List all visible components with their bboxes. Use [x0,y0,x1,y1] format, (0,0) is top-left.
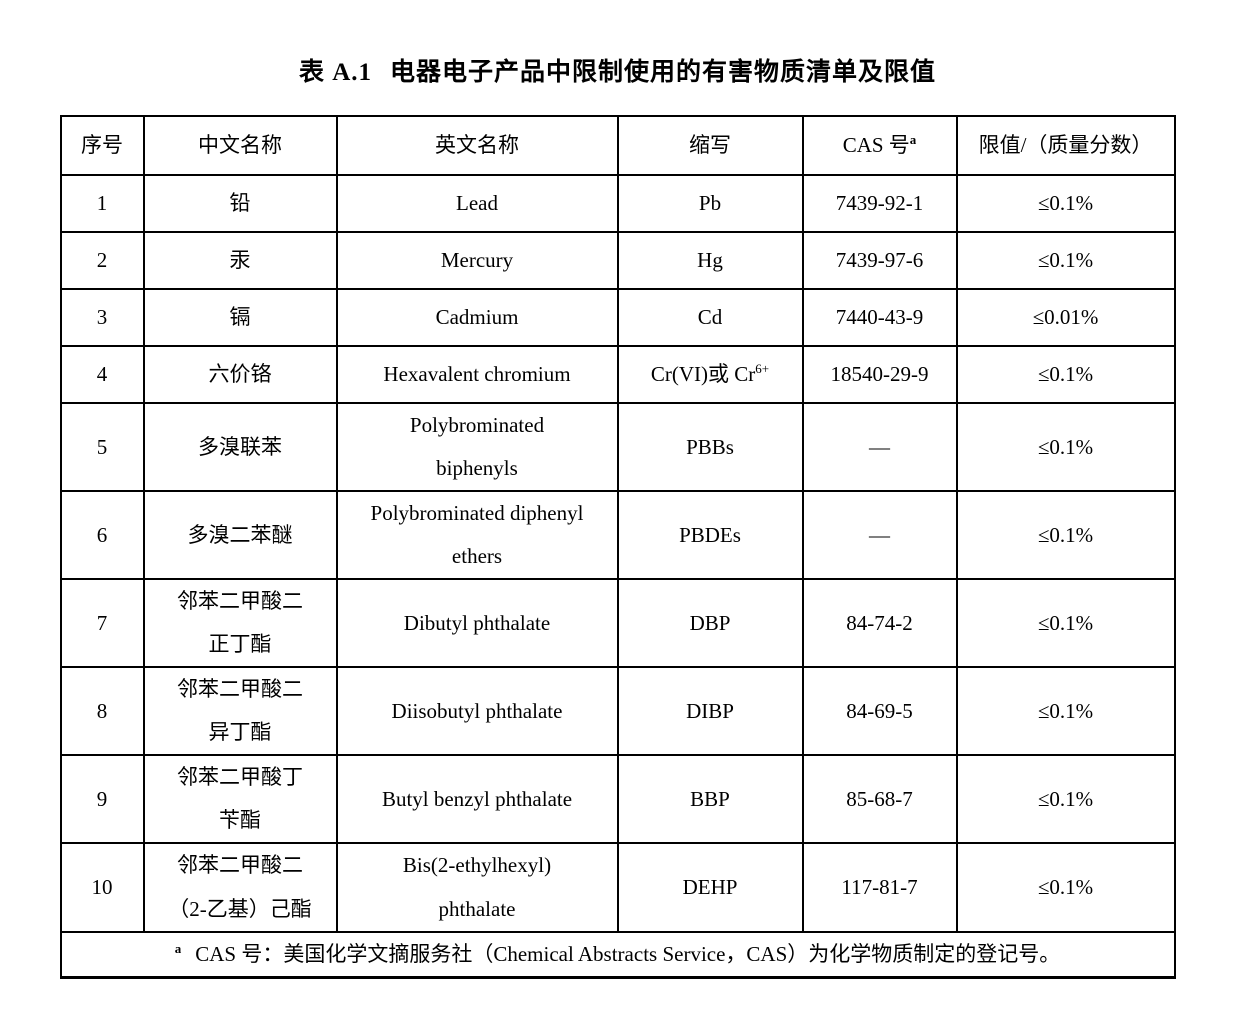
table-row: 7 邻苯二甲酸二 正丁酯 Dibutyl phthalate DBP 84-74-2 ≤0… [59,578,1176,669]
cell-cn-name: 邻苯二甲酸二 异丁酯 [142,666,338,757]
cell-en-name: Lead [335,174,619,233]
cell-no: 2 [59,231,145,290]
cell-cas: 84-74-2 [801,578,958,669]
cas-header-superscript: a [909,131,917,147]
cell-cn-name: 多溴二苯醚 [142,490,338,581]
cell-en-name: Hexavalent chromium [335,345,619,404]
cell-cn-name: 镉 [142,288,338,347]
cell-no: 5 [59,401,145,493]
cell-no: 8 [59,666,145,757]
table-row: 4 六价铬 Hexavalent chromium Cr(VI)或 Cr6+ 18540… [59,345,1176,404]
col-header-cn-name: 中文名称 [142,115,338,176]
footnote-cell: a CAS 号：美国化学文摘服务社（Chemical Abstracts Serv… [59,930,1176,979]
cell-en-name: Butyl benzyl phthalate [335,754,619,845]
cell-abbr: BBP [616,754,804,845]
cell-no: 4 [59,345,145,404]
cell-limit: ≤0.1% [955,174,1176,233]
col-header-no: 序号 [59,115,145,176]
cell-cas: 117-81-7 [801,842,958,933]
table-row: 8 邻苯二甲酸二 异丁酯 Diisobutyl phthalate DIBP 84-69… [59,666,1176,757]
table-row: 5 多溴联苯 Polybrominated biphenyls PBBs — ≤0.1% [59,401,1176,493]
hazardous-substances-table: 序号 中文名称 英文名称 缩写 CAS 号a 限值/（质量分数） 1 铅 Lead P… [59,115,1176,979]
table-row: 3 镉 Cadmium Cd 7440-43-9 ≤0.01% [59,288,1176,347]
cell-no: 10 [59,842,145,933]
cell-en-name: Diisobutyl phthalate [335,666,619,757]
col-header-cas: CAS 号a [801,115,958,176]
cell-abbr: Pb [616,174,804,233]
cell-no: 7 [59,578,145,669]
table-title-text: 电器电子产品中限制使用的有害物质清单及限值 [390,58,937,86]
cell-abbr: PBDEs [616,490,804,581]
cell-en-name: Polybrominated biphenyls [335,401,619,493]
cell-no: 3 [59,288,145,347]
cell-abbr: DIBP [616,666,804,757]
cell-abbr: Cr(VI)或 Cr6+ [616,345,804,404]
cell-limit: ≤0.1% [955,345,1176,404]
cell-cn-name: 邻苯二甲酸二 （2-乙基）己酯 [142,842,338,933]
cell-cas: 7439-92-1 [801,174,958,233]
col-header-en-name: 英文名称 [335,115,619,176]
cell-abbr: Cd [616,288,804,347]
header-row: 序号 中文名称 英文名称 缩写 CAS 号a 限值/（质量分数） [59,115,1176,176]
table-number: 表 A.1 [298,59,373,86]
cell-cas: 18540-29-9 [801,345,958,404]
cell-limit: ≤0.1% [955,490,1176,581]
table-body: 1 铅 Lead Pb 7439-92-1 ≤0.1% 2 汞 Mercury Hg 7439-97… [59,174,1176,933]
cell-limit: ≤0.1% [955,401,1176,493]
col-header-abbr: 缩写 [616,115,804,176]
cell-limit: ≤0.01% [955,288,1176,347]
cell-limit: ≤0.1% [955,666,1176,757]
table-row: 10 邻苯二甲酸二 （2-乙基）己酯 Bis(2-ethylhexyl) phtha… [59,842,1176,933]
cell-en-name: Dibutyl phthalate [335,578,619,669]
cell-limit: ≤0.1% [955,578,1176,669]
cell-cn-name: 邻苯二甲酸二 正丁酯 [142,578,338,669]
cell-limit: ≤0.1% [955,231,1176,290]
cell-en-name: Bis(2-ethylhexyl) phthalate [335,842,619,933]
cell-cn-name: 汞 [142,231,338,290]
cell-cas: — [801,490,958,581]
cell-cn-name: 邻苯二甲酸丁 苄酯 [142,754,338,845]
table-row: 9 邻苯二甲酸丁 苄酯 Butyl benzyl phthalate BBP 85-68… [59,754,1176,845]
cas-header-text: CAS 号 [842,132,910,157]
cell-abbr: Hg [616,231,804,290]
cell-en-name: Mercury [335,231,619,290]
cell-cn-name: 铅 [142,174,338,233]
cell-limit: ≤0.1% [955,754,1176,845]
cell-limit: ≤0.1% [955,842,1176,933]
table-row: 6 多溴二苯醚 Polybrominated diphenyl ethers PBDE… [59,490,1176,581]
cell-no: 1 [59,174,145,233]
abbr-superscript: 6+ [755,360,770,376]
cell-no: 6 [59,490,145,581]
cell-abbr: DEHP [616,842,804,933]
cell-cas: 84-69-5 [801,666,958,757]
cell-no: 9 [59,754,145,845]
footnote-row: a CAS 号：美国化学文摘服务社（Chemical Abstracts Serv… [59,930,1176,979]
table-row: 1 铅 Lead Pb 7439-92-1 ≤0.1% [59,174,1176,233]
cell-cas: 7439-97-6 [801,231,958,290]
cell-cas: — [801,401,958,493]
cell-en-name: Polybrominated diphenyl ethers [335,490,619,581]
footnote-superscript: a [174,940,182,956]
cell-en-name: Cadmium [335,288,619,347]
cell-abbr: DBP [616,578,804,669]
cell-abbr: PBBs [616,401,804,493]
col-header-limit: 限值/（质量分数） [955,115,1176,176]
cell-cn-name: 多溴联苯 [142,401,338,493]
cell-cn-name: 六价铬 [142,345,338,404]
table-title: 表 A.1 电器电子产品中限制使用的有害物质清单及限值 [0,52,1235,88]
footnote-text: CAS 号：美国化学文摘服务社（Chemical Abstracts Servi… [195,941,1061,966]
cell-cas: 7440-43-9 [801,288,958,347]
table-row: 2 汞 Mercury Hg 7439-97-6 ≤0.1% [59,231,1176,290]
cell-cas: 85-68-7 [801,754,958,845]
